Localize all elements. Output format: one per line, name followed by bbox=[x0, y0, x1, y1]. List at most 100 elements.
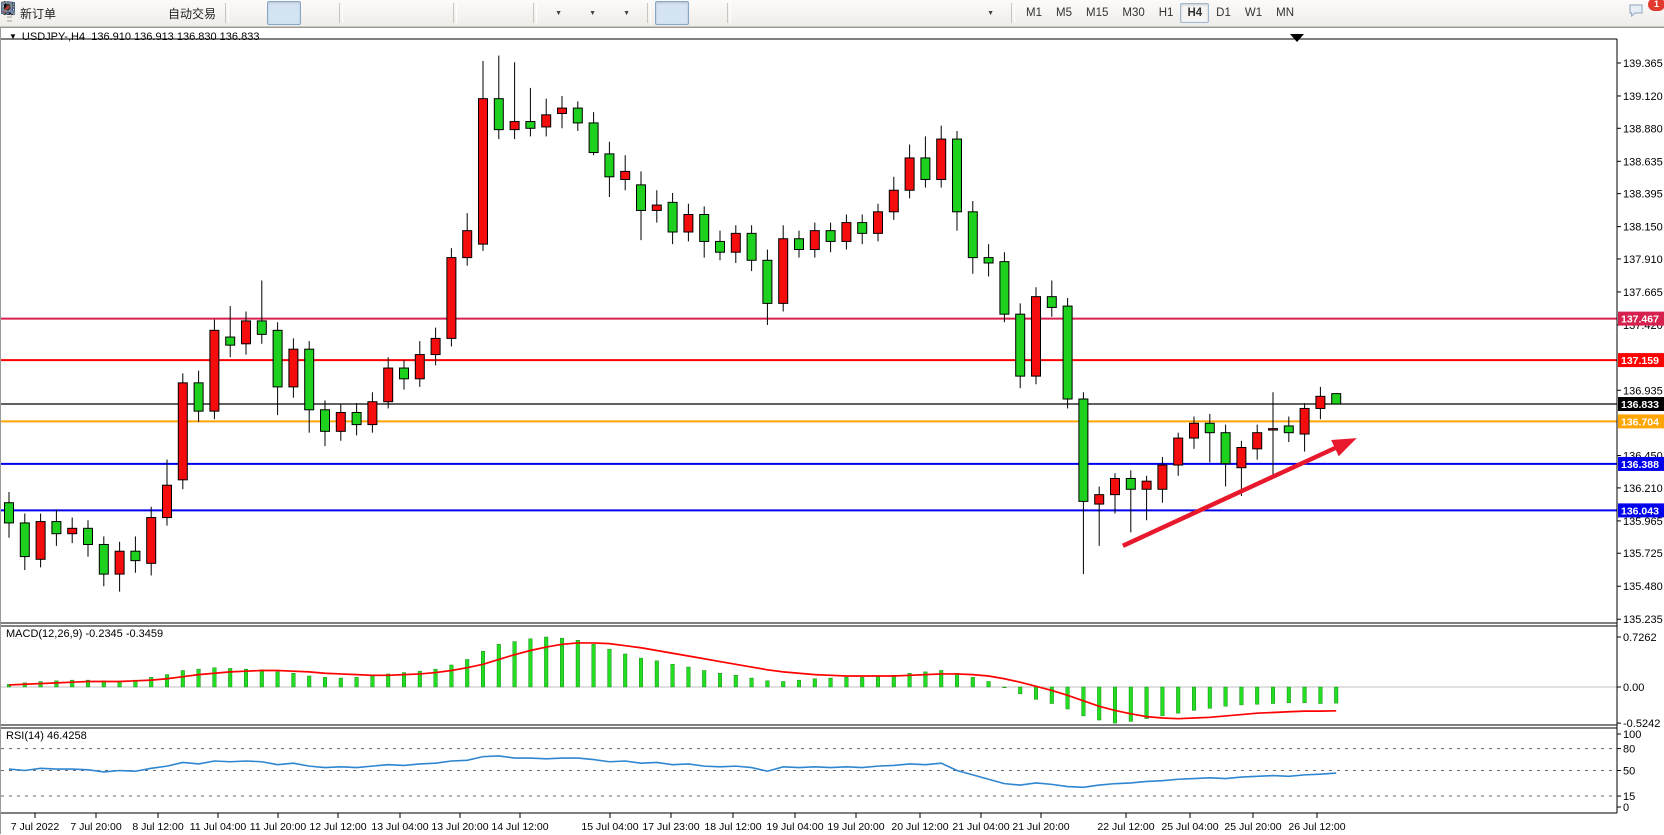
macd-indicator-label: MACD(12,26,9) -0.2345 -0.3459 bbox=[6, 628, 163, 640]
separator bbox=[1011, 3, 1016, 23]
line-chart-mode-icon[interactable] bbox=[1, 1, 335, 25]
rsi-pane[interactable] bbox=[1, 748, 1617, 797]
separator bbox=[647, 3, 652, 23]
svg-text:7 Jul 2022: 7 Jul 2022 bbox=[11, 821, 60, 833]
horizontal-line-tool-icon[interactable] bbox=[2, 1, 803, 25]
timeframe-m30-button[interactable]: M30 bbox=[1115, 3, 1151, 23]
time-axis[interactable]: 7 Jul 2022 7 Jul 20:00 8 Jul 12:00 11 Jul 0… bbox=[11, 813, 1346, 833]
svg-text:8 Jul 12:00: 8 Jul 12:00 bbox=[132, 821, 184, 833]
arrows-tool-icon[interactable]: ▼ bbox=[2, 1, 1007, 25]
macd-values: -0.2345 -0.3459 bbox=[85, 628, 164, 640]
chart-window: ▼ USDJPY-,H4 136.910 136.913 136.830 136.… bbox=[0, 27, 1664, 835]
svg-text:25 Jul 04:00: 25 Jul 04:00 bbox=[1161, 821, 1218, 833]
dropdown-caret: ▼ bbox=[623, 9, 630, 17]
new-order-label: 新订单 bbox=[20, 6, 57, 21]
trendline-tool-icon[interactable] bbox=[2, 1, 837, 25]
cursor-tool-icon[interactable] bbox=[4, 1, 690, 25]
main-toolbar: 新订单 自动交易 ▼ ▼ bbox=[0, 0, 1664, 27]
svg-text:19 Jul 04:00: 19 Jul 04:00 bbox=[766, 821, 823, 833]
dropdown-caret: ▼ bbox=[555, 9, 562, 17]
macd-name: MACD(12,26,9) bbox=[6, 628, 83, 640]
svg-text:136.210: 136.210 bbox=[1623, 483, 1663, 495]
price-level-lines[interactable] bbox=[1, 317, 1617, 512]
svg-text:21 Jul 04:00: 21 Jul 04:00 bbox=[952, 821, 1009, 833]
svg-text:18 Jul 12:00: 18 Jul 12:00 bbox=[704, 821, 761, 833]
svg-text:25 Jul 20:00: 25 Jul 20:00 bbox=[1224, 821, 1281, 833]
svg-text:135.235: 135.235 bbox=[1623, 614, 1663, 626]
chart-shift-marker[interactable] bbox=[1290, 34, 1304, 42]
svg-text:21 Jul 20:00: 21 Jul 20:00 bbox=[1012, 821, 1069, 833]
timeframe-m15-button[interactable]: M15 bbox=[1079, 3, 1115, 23]
candlestick-mode-icon[interactable] bbox=[2, 1, 302, 25]
search-icon[interactable] bbox=[1, 1, 1626, 25]
svg-text:20 Jul 12:00: 20 Jul 12:00 bbox=[891, 821, 948, 833]
dropdown-caret: ▼ bbox=[589, 9, 596, 17]
separator bbox=[453, 3, 458, 23]
timeframe-h4-button[interactable]: H4 bbox=[1180, 3, 1210, 23]
dropdown-caret: ▼ bbox=[987, 9, 994, 17]
svg-text:11 Jul 04:00: 11 Jul 04:00 bbox=[190, 821, 247, 833]
chart-title: ▼ USDJPY-,H4 136.910 136.913 136.830 136.… bbox=[9, 31, 259, 43]
period-selector-icon[interactable]: ▼ bbox=[1, 1, 609, 25]
svg-text:137.159: 137.159 bbox=[1621, 355, 1659, 367]
navigator-icon[interactable] bbox=[2, 1, 163, 25]
text-label-tool-icon[interactable]: T bbox=[1, 1, 973, 25]
svg-text:13 Jul 20:00: 13 Jul 20:00 bbox=[431, 821, 488, 833]
auto-scroll-icon[interactable] bbox=[2, 1, 495, 25]
data-window-icon[interactable] bbox=[2, 1, 95, 25]
svg-text:136.388: 136.388 bbox=[1621, 459, 1659, 471]
rsi-name: RSI(14) bbox=[6, 730, 44, 742]
equidistant-channel-tool-icon[interactable]: E bbox=[1, 1, 871, 25]
svg-text:138.395: 138.395 bbox=[1623, 189, 1663, 201]
auto-trading-label: 自动交易 bbox=[168, 6, 217, 21]
svg-text:11 Jul 20:00: 11 Jul 20:00 bbox=[250, 821, 307, 833]
fibonacci-tool-icon[interactable]: F bbox=[2, 1, 905, 25]
svg-text:12 Jul 12:00: 12 Jul 12:00 bbox=[309, 821, 366, 833]
svg-text:136.704: 136.704 bbox=[1621, 416, 1659, 428]
zoom-in-icon[interactable] bbox=[1, 1, 381, 25]
tile-windows-icon[interactable] bbox=[2, 1, 449, 25]
candlestick-series[interactable] bbox=[4, 55, 1342, 592]
notifications-icon[interactable]: 1 bbox=[1626, 0, 1664, 25]
price-axis[interactable]: 139.365 139.120 138.880 138.635 138.395 138.1… bbox=[1617, 58, 1664, 626]
zoom-out-icon[interactable] bbox=[1, 1, 415, 25]
svg-text:80: 80 bbox=[1623, 744, 1635, 756]
svg-text:138.880: 138.880 bbox=[1623, 123, 1663, 135]
chart-symbol-period: USDJPY-,H4 bbox=[21, 31, 86, 43]
add-indicator-icon[interactable]: ▼ bbox=[1, 1, 575, 25]
svg-text:19 Jul 20:00: 19 Jul 20:00 bbox=[827, 821, 884, 833]
chart-canvas[interactable]: 139.365 139.120 138.880 138.635 138.395 138.1… bbox=[1, 28, 1664, 835]
svg-text:26 Jul 12:00: 26 Jul 12:00 bbox=[1288, 821, 1345, 833]
timeframe-h1-button[interactable]: H1 bbox=[1152, 3, 1181, 23]
svg-text:15 Jul 04:00: 15 Jul 04:00 bbox=[581, 821, 638, 833]
symbol-dropdown-icon[interactable]: ▼ bbox=[9, 32, 17, 41]
bar-chart-mode-icon[interactable] bbox=[2, 1, 267, 25]
svg-text:135.725: 135.725 bbox=[1623, 548, 1663, 560]
svg-text:136.833: 136.833 bbox=[1621, 399, 1659, 411]
svg-text:139.365: 139.365 bbox=[1623, 58, 1663, 70]
timeframe-d1-button[interactable]: D1 bbox=[1209, 3, 1238, 23]
svg-text:50: 50 bbox=[1623, 766, 1635, 778]
macd-pane[interactable] bbox=[1, 636, 1617, 724]
svg-text:0: 0 bbox=[1623, 802, 1629, 814]
new-order-button[interactable]: 新订单 bbox=[15, 2, 61, 24]
chart-template-icon[interactable]: ▼ bbox=[1, 1, 643, 25]
separator bbox=[533, 3, 538, 23]
text-tool-icon[interactable]: A bbox=[4, 1, 939, 25]
market-watch-icon[interactable] bbox=[2, 1, 129, 25]
chart-shift-icon[interactable] bbox=[2, 1, 529, 25]
timeframe-m5-button[interactable]: M5 bbox=[1049, 3, 1079, 23]
trend-arrow-annotation[interactable] bbox=[1121, 438, 1357, 548]
crosshair-tool-icon[interactable] bbox=[1, 1, 723, 25]
svg-text:135.965: 135.965 bbox=[1623, 516, 1663, 528]
timeframe-w1-button[interactable]: W1 bbox=[1238, 3, 1269, 23]
svg-text:0.00: 0.00 bbox=[1623, 682, 1644, 694]
timeframe-mn-button[interactable]: MN bbox=[1269, 3, 1301, 23]
notification-count-badge: 1 bbox=[1648, 0, 1664, 11]
timeframe-m1-button[interactable]: M1 bbox=[1019, 3, 1049, 23]
auto-trading-button[interactable]: 自动交易 bbox=[1, 2, 221, 24]
svg-text:15: 15 bbox=[1623, 791, 1635, 803]
svg-text:14 Jul 12:00: 14 Jul 12:00 bbox=[491, 821, 548, 833]
vertical-line-tool-icon[interactable] bbox=[7, 1, 769, 25]
